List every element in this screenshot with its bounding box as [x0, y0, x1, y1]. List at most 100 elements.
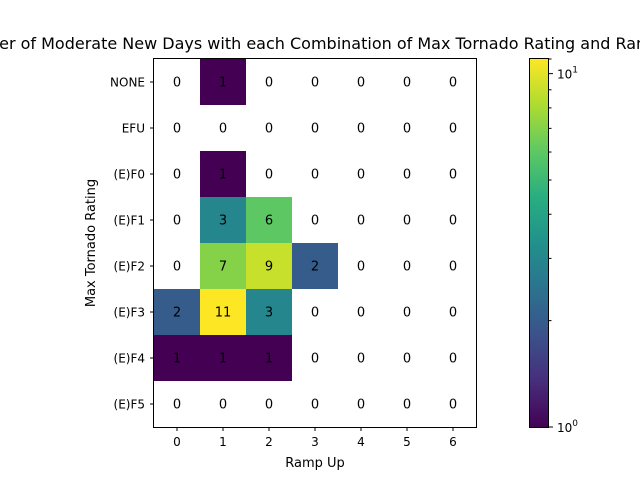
heatmap-cell: [338, 59, 385, 106]
heatmap-cell: [154, 243, 201, 290]
heatmap-cell: [246, 151, 293, 198]
heatmap-cell: [430, 289, 477, 336]
cell-value-label: 0: [449, 76, 457, 91]
heatmap-cell: [200, 59, 247, 106]
heatmap-cell: [384, 105, 431, 152]
heatmap-cell: [246, 243, 293, 290]
heatmap-cell: [338, 381, 385, 428]
heatmap-cell: [292, 289, 339, 336]
heatmap-cell: [246, 59, 293, 106]
heatmap-cell: [430, 243, 477, 290]
cell-value-label: 0: [357, 352, 365, 367]
y-tick-label: (E)F0: [114, 168, 145, 182]
x-tick-label: 6: [449, 435, 457, 449]
cell-value-label: 1: [219, 352, 227, 367]
cell-value-label: 0: [265, 168, 273, 183]
cell-value-label: 0: [311, 214, 319, 229]
cell-value-label: 0: [403, 122, 411, 137]
colorbar-tick-label: 101: [557, 66, 578, 82]
cell-value-label: 1: [219, 168, 227, 183]
heatmap-cell: [430, 59, 477, 106]
cell-value-label: 0: [449, 168, 457, 183]
cell-value-label: 1: [173, 352, 181, 367]
heatmap-cell: [246, 381, 293, 428]
heatmap-cell: [384, 59, 431, 106]
heatmap-value-labels: 0 1 0 0 0 0 00 0 0 0 0 0 00 1 0 0 0 0 00 3 6 0 0 0 00 7 9 2 0 0 02 11 3 0…: [173, 76, 457, 413]
cell-value-label: 0: [311, 168, 319, 183]
heatmap-cell: [154, 197, 201, 244]
x-tick-label: 3: [311, 435, 319, 449]
cell-value-label: 0: [311, 306, 319, 321]
cell-value-label: 0: [173, 122, 181, 137]
heatmap-cell: [246, 197, 293, 244]
cell-value-label: 0: [449, 306, 457, 321]
heatmap-cell: [246, 335, 293, 382]
heatmap-cell: [200, 335, 247, 382]
heatmap-cell: [154, 59, 201, 106]
y-tick-label: (E)F5: [114, 398, 145, 412]
heatmap-cell: [292, 59, 339, 106]
colorbar-tick-label: 100: [557, 419, 578, 435]
cell-value-label: 0: [219, 122, 227, 137]
x-axis-label: Ramp Up: [285, 456, 345, 471]
colorbar-ticks: 100 101: [549, 58, 578, 435]
heatmap-cell: [154, 289, 201, 336]
heatmap-cell: [384, 151, 431, 198]
y-tick-label: NONE: [110, 76, 145, 90]
heatmap-cell: [246, 289, 293, 336]
y-tick-label: (E)F2: [114, 260, 145, 274]
heatmap-cell: [384, 335, 431, 382]
heatmap-cell: [384, 381, 431, 428]
cell-value-label: 0: [357, 122, 365, 137]
cell-value-label: 0: [173, 260, 181, 275]
y-tick-label: (E)F1: [114, 214, 145, 228]
cell-value-label: 0: [357, 76, 365, 91]
heatmap-cell: [154, 151, 201, 198]
cell-value-label: 2: [173, 306, 181, 321]
cell-value-label: 0: [357, 260, 365, 275]
x-axis-ticks: 0 1 2 3 4 5 6: [173, 427, 457, 449]
cell-value-label: 0: [265, 398, 273, 413]
heatmap-cell: [430, 151, 477, 198]
heatmap-cell: [154, 381, 201, 428]
x-tick-label: 1: [219, 435, 227, 449]
heatmap-cell: [246, 105, 293, 152]
cell-value-label: 3: [219, 214, 227, 229]
heatmap-cell: [292, 243, 339, 290]
cell-value-label: 11: [215, 306, 232, 321]
cell-value-label: 9: [265, 260, 273, 275]
cell-value-label: 1: [219, 76, 227, 91]
heatmap-cell: [430, 197, 477, 244]
heatmap-cell: [430, 381, 477, 428]
cell-value-label: 6: [265, 214, 273, 229]
cell-value-label: 0: [311, 76, 319, 91]
heatmap-cell: [200, 197, 247, 244]
heatmap-cell: [154, 105, 201, 152]
y-tick-label: EFU: [122, 122, 145, 136]
heatmap-cell: [154, 335, 201, 382]
heatmap-cell: [200, 151, 247, 198]
cell-value-label: 0: [173, 214, 181, 229]
cell-value-label: 0: [403, 168, 411, 183]
cell-value-label: 0: [265, 76, 273, 91]
cell-value-label: 0: [403, 214, 411, 229]
cell-value-label: 0: [219, 398, 227, 413]
heatmap-cell: [384, 197, 431, 244]
heatmap-cell: [200, 289, 247, 336]
cell-value-label: 0: [173, 168, 181, 183]
heatmap-cell: [292, 105, 339, 152]
heatmap-cell: [338, 243, 385, 290]
x-tick-label: 0: [173, 435, 181, 449]
cell-value-label: 0: [403, 76, 411, 91]
cell-value-label: 1: [265, 352, 273, 367]
cell-value-label: 0: [403, 260, 411, 275]
cell-value-label: 0: [173, 76, 181, 91]
x-tick-label: 2: [265, 435, 273, 449]
cell-value-label: 0: [173, 398, 181, 413]
heatmap-cell: [338, 289, 385, 336]
y-tick-label: (E)F3: [114, 306, 145, 320]
x-tick-label: 5: [403, 435, 411, 449]
cell-value-label: 0: [357, 398, 365, 413]
heatmap-cell: [384, 243, 431, 290]
